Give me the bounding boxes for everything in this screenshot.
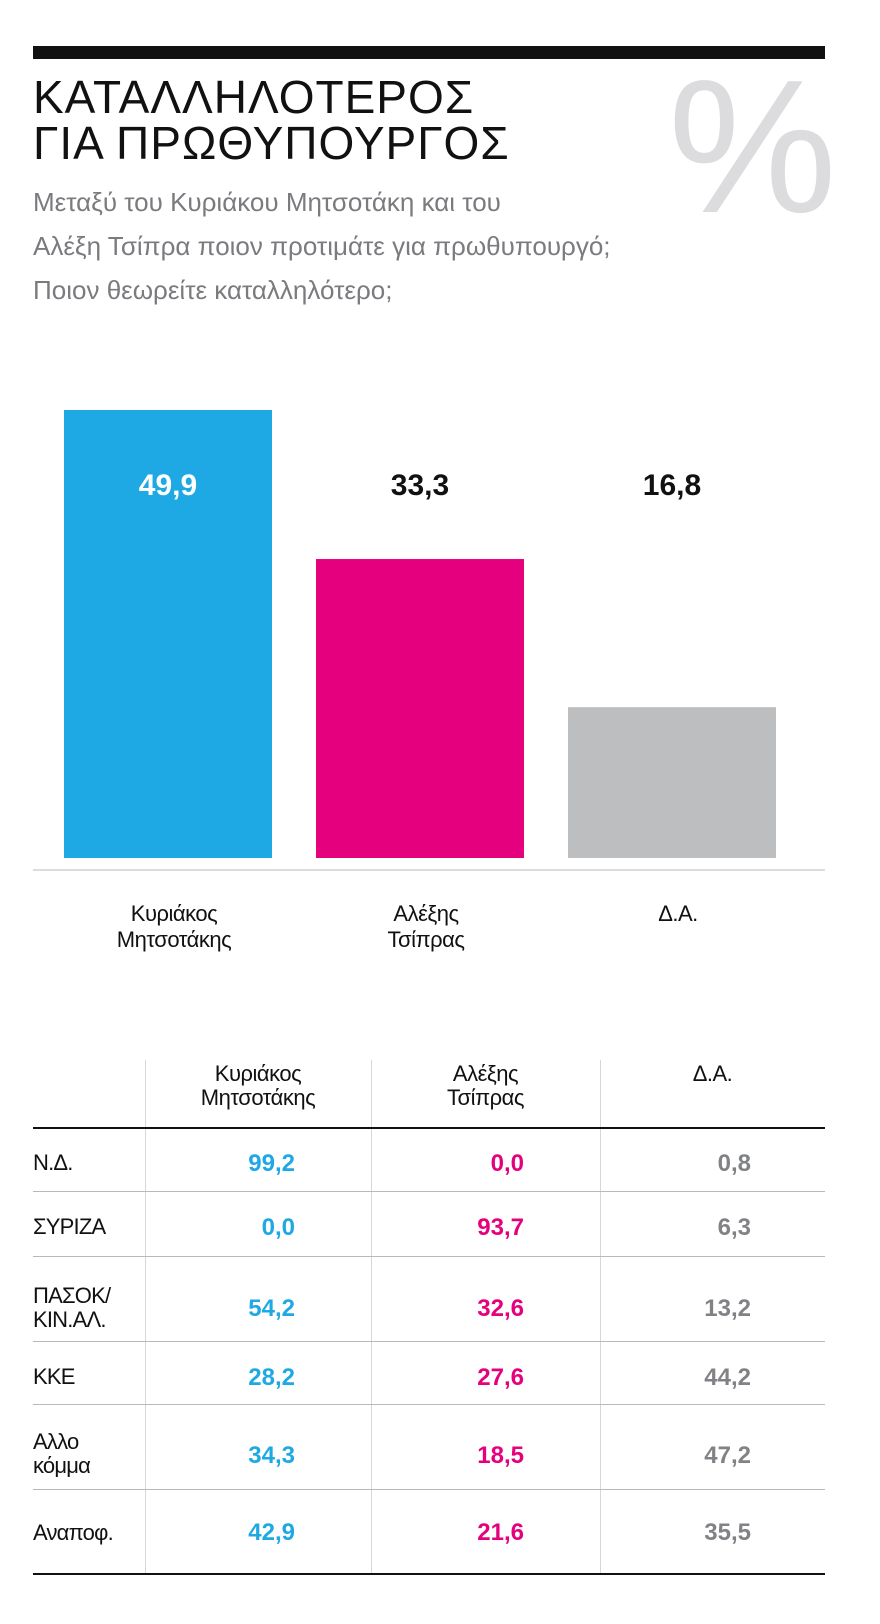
category-label-line: Μητσοτάκης	[116, 927, 232, 952]
table-column-divider	[600, 1060, 601, 1575]
table-header-mitsotakis: Κυριάκος Μητσοτάκης	[145, 1062, 371, 1110]
bar-tsipras	[316, 559, 524, 858]
table-row-divider	[33, 1489, 825, 1490]
table-header-tsipras: Αλέξης Τσίπρας	[371, 1062, 600, 1110]
table-row-divider	[33, 1341, 825, 1342]
table-header-line: Τσίπρας	[446, 1085, 525, 1110]
row-label-line: κόμμα	[33, 1453, 91, 1478]
chart-title-line-2: ΓΙΑ ΠΡΩΘΥΠΟΥΡΓΟΣ	[33, 117, 510, 169]
table-cell-mitsotakis: 42,9	[248, 1519, 295, 1546]
table-cell-da: 6,3	[717, 1214, 751, 1241]
table-cell-da: 47,2	[704, 1442, 751, 1469]
bars-layer	[64, 410, 776, 858]
table-row-divider	[33, 1404, 825, 1405]
category-label-tsipras: Αλέξης Τσίπρας	[316, 901, 536, 953]
table-cell-mitsotakis: 0,0	[261, 1214, 295, 1241]
table-header-rule	[33, 1127, 825, 1129]
table-row-label: Ν.Δ.	[33, 1151, 138, 1175]
chart-title-line-1: ΚΑΤΑΛΛΗΛΟΤΕΡΟΣ	[33, 71, 475, 123]
table-cell-mitsotakis: 28,2	[248, 1364, 295, 1391]
subtitle-line-3: Ποιον θεωρείτε καταλληλότερο;	[33, 275, 393, 305]
table-cell-da: 35,5	[704, 1519, 751, 1546]
table-cell-da: 44,2	[704, 1364, 751, 1391]
table-column-divider	[145, 1060, 146, 1575]
percent-icon: %	[668, 41, 837, 253]
table-cell-tsipras: 0,0	[490, 1150, 524, 1177]
table-cell-mitsotakis: 54,2	[248, 1295, 295, 1322]
subtitle-line-2: Αλέξη Τσίπρα ποιον προτιμάτε για πρωθυπο…	[33, 231, 611, 261]
table-header-line: Κυριάκος	[214, 1061, 302, 1086]
data-label-da: 16,8	[643, 469, 701, 502]
table-row-divider	[33, 1256, 825, 1257]
subtitle-line-1: Μεταξύ του Κυριάκου Μητσοτάκη και του	[33, 187, 501, 217]
category-label-line: Τσίπρας	[387, 927, 465, 952]
row-label-line: Αναποφ.	[33, 1520, 114, 1545]
bar-da	[568, 707, 776, 858]
table-header-da: Δ.Α.	[600, 1062, 825, 1086]
category-label-line: Κυριάκος	[130, 901, 218, 926]
data-label-tsipras: 33,3	[391, 469, 449, 502]
table-bottom-rule	[33, 1573, 825, 1575]
row-label-line: Αλλο	[33, 1429, 79, 1454]
table-cell-tsipras: 32,6	[477, 1295, 524, 1322]
table-row-label: ΠΑΣΟΚ/ ΚΙΝ.ΑΛ.	[33, 1284, 138, 1332]
table-header-line: Αλέξης	[452, 1061, 519, 1086]
row-label-line: Ν.Δ.	[33, 1150, 73, 1175]
bar-mitsotakis	[64, 410, 272, 858]
table-cell-da: 0,8	[717, 1150, 751, 1177]
category-label-da: Δ.Α.	[568, 901, 788, 927]
table-row-label: Αναποφ.	[33, 1521, 138, 1545]
table-header-line: Μητσοτάκης	[200, 1085, 316, 1110]
table-row-label: Αλλο κόμμα	[33, 1430, 138, 1478]
top-rule	[33, 46, 825, 59]
table-cell-mitsotakis: 99,2	[248, 1150, 295, 1177]
table-cell-tsipras: 93,7	[477, 1214, 524, 1241]
table-cell-da: 13,2	[704, 1295, 751, 1322]
data-label-mitsotakis: 49,9	[139, 469, 197, 502]
row-label-line: ΠΑΣΟΚ/	[33, 1283, 111, 1308]
table-cell-tsipras: 21,6	[477, 1519, 524, 1546]
value-labels-layer: 49,9 33,3 16,8	[139, 469, 701, 502]
category-label-line: Αλέξης	[393, 901, 459, 926]
table-cell-tsipras: 18,5	[477, 1442, 524, 1469]
table-row-label: ΚΚΕ	[33, 1365, 138, 1389]
category-label-mitsotakis: Κυριάκος Μητσοτάκης	[64, 901, 284, 953]
row-label-line: ΚΚΕ	[33, 1364, 75, 1389]
bar-chart: 49,9 33,3 16,8	[33, 410, 825, 871]
row-label-line: ΚΙΝ.ΑΛ.	[33, 1307, 106, 1332]
table-row-label: ΣΥΡΙΖΑ	[33, 1215, 138, 1239]
row-label-line: ΣΥΡΙΖΑ	[33, 1214, 106, 1239]
table-cell-mitsotakis: 34,3	[248, 1442, 295, 1469]
table-row-divider	[33, 1191, 825, 1192]
table-cell-tsipras: 27,6	[477, 1364, 524, 1391]
table-header-line: Δ.Α.	[692, 1061, 733, 1086]
table-column-divider	[371, 1060, 372, 1575]
category-label-line: Δ.Α.	[658, 901, 698, 926]
